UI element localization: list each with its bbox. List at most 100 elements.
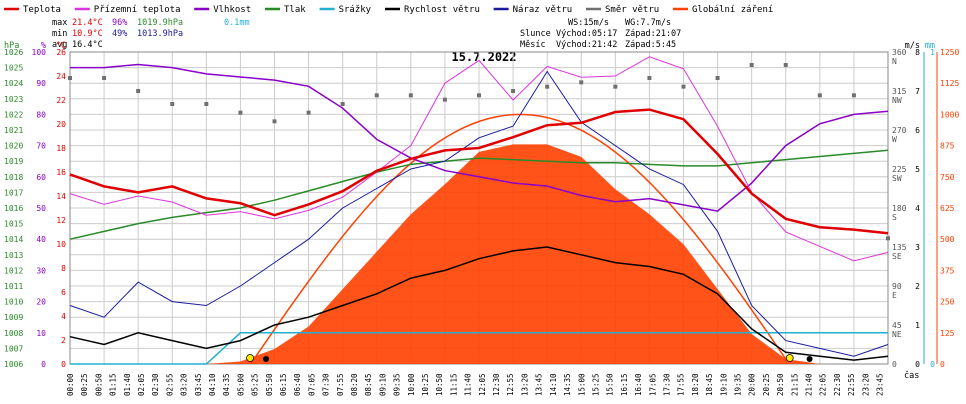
- time-tick-label: 06:15: [279, 373, 288, 396]
- series-smer-vetru-point: [306, 110, 311, 115]
- axis-tick-label: 875: [940, 142, 955, 151]
- time-tick-label: 14:10: [549, 373, 558, 396]
- legend-label: Náraz větru: [513, 5, 573, 15]
- axis-tick-label: 70: [36, 142, 46, 151]
- axis-tick-label: 315: [892, 87, 907, 96]
- time-tick-label: 20:25: [762, 373, 771, 396]
- time-tick-label: 16:40: [634, 373, 643, 396]
- stat-min-temp: 10.9°C: [72, 29, 103, 39]
- axis-tick-label: 4: [61, 312, 66, 321]
- stat-max-rain: 0.1mm: [224, 18, 250, 28]
- time-tick-label: 21:40: [804, 373, 813, 396]
- time-tick-label: 22:30: [833, 373, 842, 396]
- legend-label: Globální záření: [692, 5, 773, 15]
- series-smer-vetru-point: [204, 102, 209, 106]
- stats-block: max 21.4°C 96% 1019.9hPa 0.1mm min 10.9°…: [52, 18, 250, 50]
- axis-tick-label: 1009: [4, 313, 23, 322]
- series-naraz-vetru: [69, 70, 889, 357]
- axis-tick-label: 3: [915, 243, 920, 252]
- series-smer-vetru-point: [374, 93, 379, 98]
- axis-tick-label: SE: [892, 252, 902, 261]
- axis-tick-label: 125: [940, 329, 955, 338]
- time-tick-label: 05:50: [265, 373, 274, 396]
- axis-tick-label: 8: [61, 264, 66, 273]
- legend-label: Teplota: [23, 5, 61, 15]
- time-tick-label: 02:05: [137, 373, 146, 396]
- axis-tick-label: 14: [56, 192, 66, 201]
- series-smer-vetru-point: [238, 110, 243, 115]
- time-tick-label: 22:05: [819, 373, 828, 396]
- time-tick-label: 06:40: [293, 373, 302, 396]
- axis-tick-label: 625: [940, 204, 955, 213]
- time-tick-label: 18:20: [691, 373, 700, 396]
- time-tick-label: 15:00: [577, 373, 586, 396]
- time-tick-label: 00:25: [80, 373, 89, 396]
- axis-tick-label: 180: [892, 204, 907, 213]
- sun-set: Západ:21:07: [625, 29, 681, 39]
- time-tick-label: 09:10: [378, 373, 387, 396]
- axis-tick-label: 20: [36, 298, 46, 307]
- legend-label: Vlhkost: [213, 5, 251, 15]
- time-tick-label: 07:05: [307, 373, 316, 396]
- axis-title: mm: [925, 41, 935, 51]
- time-tick-label: 01:40: [123, 373, 132, 396]
- series-smer-vetru-point: [170, 102, 175, 106]
- axis-tick-label: 24: [56, 72, 66, 81]
- time-tick-label: 11:15: [449, 373, 458, 396]
- axis-tick-label: 1007: [4, 344, 23, 353]
- solar-max-curve: [250, 113, 789, 365]
- series-smer-vetru-point: [442, 97, 447, 102]
- time-tick-label: 13:20: [520, 373, 529, 396]
- time-tick-label: 08:20: [350, 373, 359, 396]
- axis-tick-label: 100: [32, 48, 47, 57]
- axis-tick-label: 26: [56, 48, 66, 57]
- moonrise-marker: [806, 356, 813, 362]
- axis-tick-label: 22: [56, 96, 66, 105]
- sun-label: Slunce: [520, 29, 551, 39]
- axis-tick-label: 7: [915, 87, 920, 96]
- axis-tick-label: 1018: [4, 173, 23, 182]
- time-tick-label: 02:55: [165, 373, 174, 396]
- axis-tick-label: 1017: [4, 188, 23, 197]
- sunset-marker: [785, 354, 794, 362]
- axis-tick-label: 0: [940, 360, 945, 369]
- axis-tick-label: 0: [61, 360, 66, 369]
- time-tick-label: 17:05: [648, 373, 657, 396]
- time-tick-label: 13:45: [535, 373, 544, 396]
- moon-rise: Východ:21:42: [556, 40, 617, 50]
- chart-title: 15.7.2022: [451, 50, 516, 64]
- stat-avg-label: avg: [52, 40, 67, 50]
- time-tick-label: 00:00: [66, 373, 75, 396]
- axis-tick-label: 20: [56, 120, 66, 129]
- time-tick-label: 19:35: [733, 373, 742, 396]
- axis-tick-label: 270: [892, 126, 907, 135]
- axis-tick-label: 4: [915, 204, 920, 213]
- time-tick-label: 15:25: [591, 373, 600, 396]
- plot-area: [68, 56, 890, 365]
- time-axis-title: čas: [904, 370, 919, 381]
- time-tick-label: 17:30: [662, 373, 671, 396]
- axis-tick-label: 1016: [4, 204, 23, 213]
- time-tick-label: 19:10: [719, 373, 728, 396]
- stat-min-hum: 49%: [112, 29, 127, 39]
- axis-tick-label: 50: [36, 204, 46, 213]
- series-rychlost-vetru: [69, 246, 889, 361]
- stat-max-hum: 96%: [112, 18, 127, 28]
- axis-tick-label: 6: [915, 126, 920, 135]
- stat-min-label: min: [52, 29, 67, 39]
- axis-tick-label: 45: [892, 321, 902, 330]
- time-tick-label: 12:55: [506, 373, 515, 396]
- axis-tick-label: NW: [892, 96, 902, 105]
- axis-tick-label: 0: [892, 360, 897, 369]
- axis-tick-label: 1024: [4, 79, 23, 88]
- axis-tick-label: 1015: [4, 220, 23, 229]
- axis-tick-label: 0: [41, 360, 46, 369]
- time-tick-label: 03:45: [194, 373, 203, 396]
- series-teplota: [69, 108, 889, 235]
- stat-max-label: max: [52, 18, 67, 28]
- axis-tick-label: 1010: [4, 298, 23, 307]
- moonset-marker: [262, 356, 269, 362]
- series-smer-vetru-point: [477, 93, 481, 98]
- time-tick-label: 21:15: [790, 373, 799, 396]
